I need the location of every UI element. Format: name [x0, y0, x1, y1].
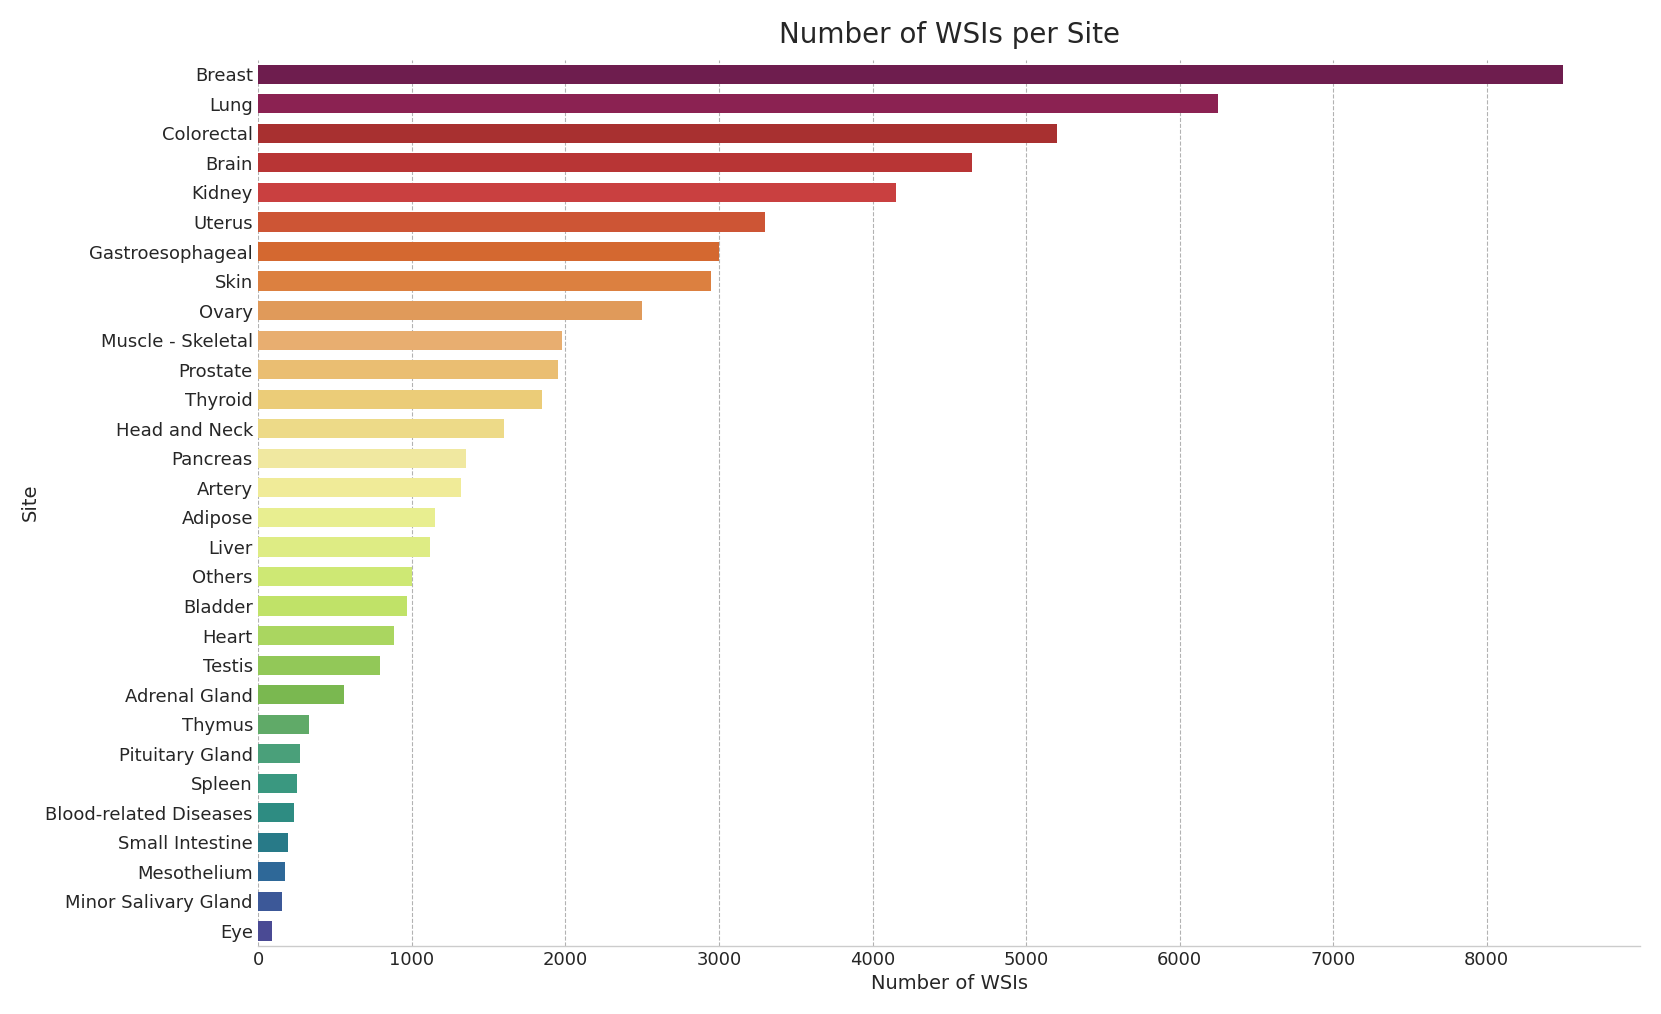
Bar [259, 65, 1563, 84]
Bar [259, 242, 719, 262]
Bar [259, 94, 1218, 114]
Bar [259, 892, 282, 911]
Bar [259, 272, 711, 291]
Bar [259, 715, 309, 734]
Y-axis label: Site: Site [22, 484, 40, 521]
Bar [259, 744, 301, 764]
Bar [259, 183, 895, 202]
Bar [259, 922, 272, 941]
Bar [259, 685, 344, 705]
Bar [259, 655, 380, 674]
Bar [259, 331, 563, 350]
Bar [259, 537, 430, 557]
Bar [259, 774, 297, 793]
Bar [259, 360, 558, 379]
Bar [259, 479, 462, 498]
Bar [259, 862, 286, 881]
Bar [259, 419, 503, 438]
Title: Number of WSIs per Site: Number of WSIs per Site [779, 21, 1120, 49]
Bar [259, 212, 766, 231]
Bar [259, 124, 1056, 143]
Bar [259, 449, 465, 467]
Bar [259, 832, 287, 852]
Bar [259, 153, 972, 172]
Bar [259, 596, 407, 615]
Bar [259, 508, 435, 527]
Bar [259, 626, 394, 645]
Bar [259, 803, 294, 822]
Bar [259, 389, 543, 409]
Bar [259, 567, 412, 586]
Bar [259, 301, 643, 320]
X-axis label: Number of WSIs: Number of WSIs [870, 974, 1028, 993]
